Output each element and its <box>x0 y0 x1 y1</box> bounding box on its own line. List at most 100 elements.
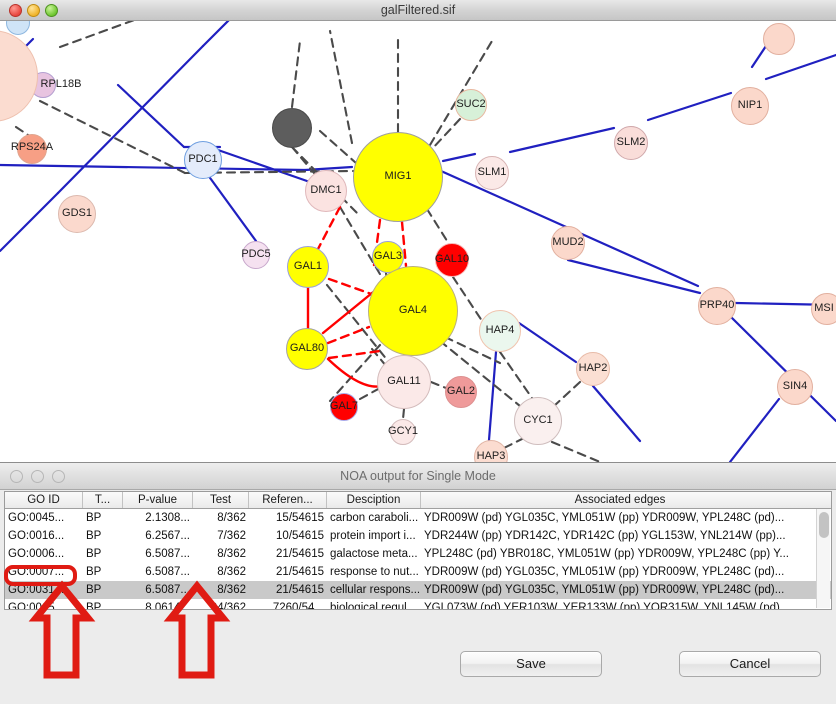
cell-pvalue: 8.0614... <box>145 602 190 610</box>
table-vertical-scrollbar[interactable] <box>816 509 830 608</box>
network-node-gray[interactable] <box>272 108 312 148</box>
cell-edges: YDR009W (pd) YGL035C, YML051W (pp) YDR00… <box>424 512 785 524</box>
column-header-edges[interactable]: Associated edges <box>574 494 666 506</box>
network-node-slm1[interactable] <box>475 156 509 190</box>
network-node-gal80[interactable] <box>286 328 328 370</box>
cell-edges: YDR009W (pd) YGL035C, YML051W (pp) YDR00… <box>424 584 785 596</box>
network-node-nip1[interactable] <box>731 87 769 125</box>
zoom-button-icon[interactable] <box>45 4 58 17</box>
table-row[interactable]: GO:0007... BP 6.5087... 8/362 21/54615 respon… <box>5 563 831 581</box>
cell-test: 94/362 <box>210 602 246 610</box>
column-header-reference[interactable]: Referen... <box>249 492 327 508</box>
cell-type: BP <box>86 512 102 524</box>
cell-test: 8/362 <box>217 548 246 560</box>
network-node-rps24a[interactable] <box>17 134 47 164</box>
column-header-go_id[interactable]: GO ID <box>5 492 83 508</box>
scrollbar-thumb[interactable] <box>819 512 829 538</box>
network-node-gal1[interactable] <box>287 246 329 288</box>
table-header-row[interactable]: GO ID T... P-value Test Referen... Desciption… <box>5 492 831 509</box>
cell-edges: YDR009W (pd) YGL035C, YML051W (pp) YDR00… <box>424 566 785 578</box>
cell-pvalue: 6.2567... <box>145 530 190 542</box>
cell-pvalue: 6.5087... <box>145 548 190 560</box>
network-canvas[interactable]: RPL18B RPS24A GDS1 PDC1 PDC5 DMC1 SUC2 MIG1 SLM1… <box>0 21 836 462</box>
cell-description: carbon caraboli... <box>330 512 419 524</box>
network-node-gal11[interactable] <box>377 355 431 409</box>
cell-reference: 21/54615 <box>276 584 324 596</box>
network-node-gcy1[interactable] <box>390 419 416 445</box>
main-window-titlebar: galFiltered.sif <box>0 0 836 21</box>
cancel-button[interactable]: Cancel <box>679 651 821 677</box>
cell-pvalue: 6.5087... <box>145 584 190 596</box>
network-node-gds1[interactable] <box>58 195 96 233</box>
noa-output-dialog: NOA output for Single Mode GO ID T... P-va… <box>0 462 836 704</box>
network-node-mud2[interactable] <box>551 226 585 260</box>
column-header-pvalue[interactable]: P-value <box>123 492 193 508</box>
cell-description: biological regul... <box>330 602 417 610</box>
window-title: galFiltered.sif <box>380 3 456 17</box>
network-node-slm2[interactable] <box>614 126 648 160</box>
cell-go_id: GO:0016... <box>8 530 65 542</box>
network-node-gal10[interactable] <box>435 243 469 277</box>
cell-reference: 7260/54... <box>272 602 324 610</box>
cell-test: 8/362 <box>217 584 246 596</box>
table-row[interactable]: GO:0065... BP 8.0614... 94/362 7260/54... bio… <box>5 599 831 610</box>
cell-test: 8/362 <box>217 512 246 524</box>
cell-description: protein import i... <box>330 530 416 542</box>
network-node-pdc5[interactable] <box>242 241 270 269</box>
cell-pvalue: 6.5087... <box>145 566 190 578</box>
table-row[interactable]: GO:0006... BP 6.5087... 8/362 21/54615 galact… <box>5 545 831 563</box>
table-row[interactable]: GO:0031... BP 6.5087... 8/362 21/54615 cellul… <box>5 581 831 599</box>
cell-reference: 21/54615 <box>276 548 324 560</box>
cell-edges: YPL248C (pd) YBR018C, YML051W (pp) YDR00… <box>424 548 790 560</box>
noa-window-controls[interactable] <box>10 470 65 483</box>
network-node-gal7[interactable] <box>330 393 358 421</box>
network-node-topright[interactable] <box>763 23 795 55</box>
cell-reference: 15/54615 <box>276 512 324 524</box>
network-node-cyc1[interactable] <box>514 397 562 445</box>
cell-pvalue: 2.1308... <box>145 512 190 524</box>
minimize-button-icon[interactable] <box>27 4 40 17</box>
noa-results-table[interactable]: GO ID T... P-value Test Referen... Desciption… <box>4 491 832 610</box>
column-header-description[interactable]: Desciption <box>327 492 421 508</box>
cell-type: BP <box>86 530 102 542</box>
network-node-pdc1[interactable] <box>184 141 222 179</box>
cell-edges: YDR244W (pp) YDR142C, YDR142C (pp) YGL15… <box>424 530 786 542</box>
window-controls[interactable] <box>9 4 58 17</box>
network-node-prp40[interactable] <box>698 287 736 325</box>
cell-go_id: GO:0045... <box>8 512 65 524</box>
close-button-icon[interactable] <box>9 4 22 17</box>
network-node-sin4[interactable] <box>777 369 813 405</box>
cell-type: BP <box>86 584 102 596</box>
noa-close-button-icon[interactable] <box>10 470 23 483</box>
column-header-type[interactable]: T... <box>83 492 123 508</box>
cell-type: BP <box>86 548 102 560</box>
network-node-hap4[interactable] <box>479 310 521 352</box>
noa-zoom-button-icon[interactable] <box>52 470 65 483</box>
table-row[interactable]: GO:0045... BP 2.1308... 8/362 15/54615 carbon… <box>5 509 831 527</box>
dialog-button-row: Save Cancel <box>0 651 836 681</box>
noa-dialog-titlebar: NOA output for Single Mode <box>0 463 836 490</box>
network-node-gal2[interactable] <box>445 376 477 408</box>
cell-test: 8/362 <box>217 566 246 578</box>
network-node-dmc1[interactable] <box>305 170 347 212</box>
save-button[interactable]: Save <box>460 651 602 677</box>
network-node-msi[interactable] <box>811 293 836 325</box>
cell-reference: 10/54615 <box>276 530 324 542</box>
cell-go_id: GO:0006... <box>8 548 65 560</box>
cell-description: cellular respons... <box>330 584 421 596</box>
noa-dialog-title: NOA output for Single Mode <box>340 469 496 483</box>
table-body[interactable]: GO:0045... BP 2.1308... 8/362 15/54615 carbon… <box>5 509 831 610</box>
column-header-test[interactable]: Test <box>193 492 249 508</box>
cell-type: BP <box>86 602 102 610</box>
network-node-gal4[interactable] <box>368 266 458 356</box>
cell-type: BP <box>86 566 102 578</box>
network-node-hap2[interactable] <box>576 352 610 386</box>
cell-edges: YGL073W (pd) YER103W, YER133W (pp) YOR31… <box>424 602 790 610</box>
network-node-suc2[interactable] <box>455 89 487 121</box>
table-row[interactable]: GO:0016... BP 6.2567... 7/362 10/54615 protei… <box>5 527 831 545</box>
network-node-mig1[interactable] <box>353 132 443 222</box>
noa-minimize-button-icon[interactable] <box>31 470 44 483</box>
cell-description: response to nut... <box>330 566 419 578</box>
cell-test: 7/362 <box>217 530 246 542</box>
cell-go_id: GO:0031... <box>8 584 65 596</box>
